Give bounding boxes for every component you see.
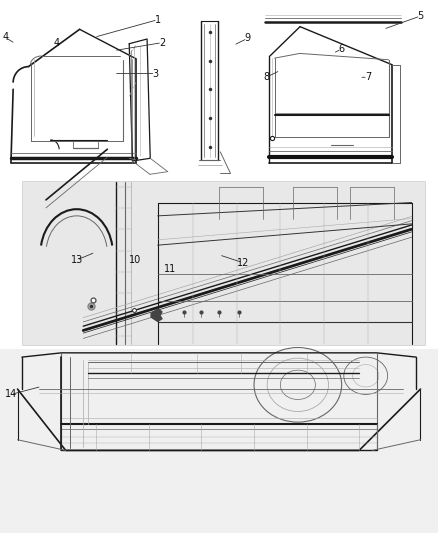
Bar bbox=[22, 181, 425, 345]
Bar bbox=[0, 0, 438, 171]
Text: 8: 8 bbox=[263, 72, 269, 82]
Text: 3: 3 bbox=[152, 69, 159, 78]
Text: 9: 9 bbox=[244, 34, 251, 43]
Text: 10: 10 bbox=[129, 255, 141, 265]
Text: 4: 4 bbox=[54, 38, 60, 47]
Text: 6: 6 bbox=[339, 44, 345, 54]
Text: 12: 12 bbox=[237, 258, 249, 268]
Text: 2: 2 bbox=[159, 38, 165, 47]
Text: 13: 13 bbox=[71, 255, 83, 265]
Text: 5: 5 bbox=[417, 11, 424, 21]
Text: 7: 7 bbox=[365, 72, 371, 82]
Text: 4: 4 bbox=[2, 33, 8, 42]
Text: 14: 14 bbox=[5, 390, 17, 399]
Text: 11: 11 bbox=[164, 264, 176, 273]
Text: 1: 1 bbox=[155, 15, 161, 25]
Polygon shape bbox=[151, 309, 162, 321]
Bar bbox=[0, 349, 438, 533]
